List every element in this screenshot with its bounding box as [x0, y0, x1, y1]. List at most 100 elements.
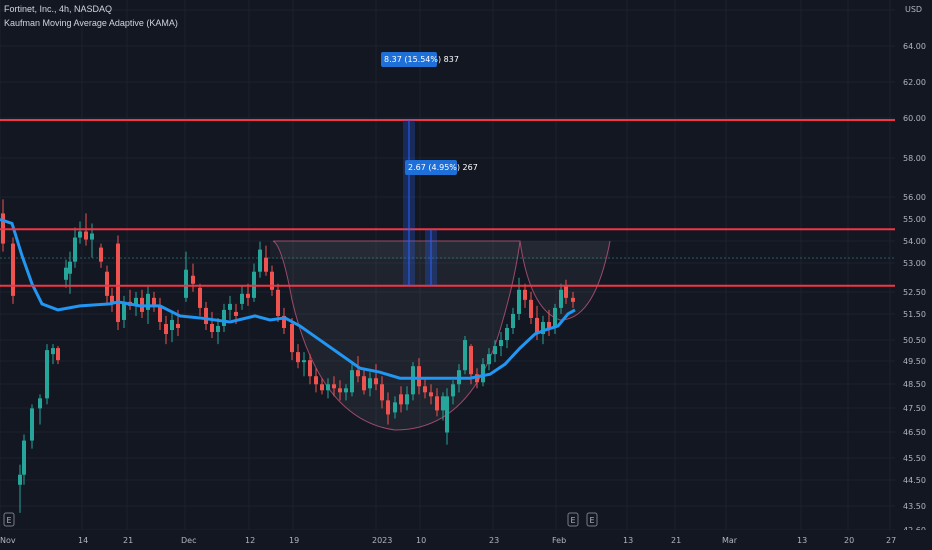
price-tick-label: 48.50	[903, 380, 926, 389]
date-tick-label: 13	[797, 536, 807, 545]
candle-body	[314, 376, 318, 385]
date-tick-label: 20	[844, 536, 854, 545]
handle-arc	[519, 240, 611, 321]
candle-body	[374, 378, 378, 385]
candle-body	[541, 321, 545, 335]
candle-body	[45, 350, 49, 399]
candle-body	[258, 249, 262, 272]
candle-body	[282, 315, 286, 328]
candle-body	[411, 366, 415, 395]
candle-body	[553, 307, 557, 328]
candle-body	[99, 247, 103, 262]
earnings-icon	[586, 512, 598, 527]
date-tick-label: 2023	[372, 536, 392, 545]
candle-body	[417, 366, 421, 387]
candle-body	[368, 378, 372, 389]
handle-zone	[270, 241, 610, 259]
candle-body	[559, 289, 563, 308]
price-tick-label: 56.00	[903, 193, 926, 202]
candle-body	[441, 396, 445, 411]
candle-body	[64, 267, 68, 280]
candle-body	[380, 384, 384, 401]
candle-body	[564, 285, 568, 298]
measure-label-1: 8.37 (15.54%) 837	[384, 55, 459, 64]
candle-body	[356, 370, 360, 377]
price-tick-label: 45.50	[903, 454, 926, 463]
candle-body	[152, 297, 156, 306]
candle-body	[487, 354, 491, 365]
candle-body	[18, 474, 22, 485]
price-tick-label: 46.50	[903, 428, 926, 437]
date-tick-label: 21	[123, 536, 133, 545]
price-tick-label: 44.50	[903, 476, 926, 485]
candle-body	[73, 237, 77, 262]
candle-body	[571, 297, 575, 302]
candle-body	[469, 346, 473, 375]
candle-body	[429, 392, 433, 397]
candle-body	[435, 396, 439, 411]
price-tick-label: 54.00	[903, 237, 926, 246]
cup-arc	[272, 240, 521, 431]
date-tick-label: 23	[489, 536, 499, 545]
candle-body	[116, 243, 120, 322]
price-tick-label: 53.00	[903, 259, 926, 268]
price-tick-label: 62.00	[903, 78, 926, 87]
candle-body	[386, 400, 390, 415]
candle-body	[350, 370, 354, 393]
candle-body	[176, 323, 180, 328]
candle-body	[68, 261, 72, 274]
candle-body	[51, 348, 55, 355]
price-tick-label: 52.50	[903, 288, 926, 297]
candle-body	[84, 231, 88, 240]
price-tick-label: 55.00	[903, 215, 926, 224]
date-tick-label: Mar	[722, 536, 738, 545]
date-tick-label: 14	[78, 536, 88, 545]
price-tick-label: 49.50	[903, 357, 926, 366]
candle-body	[445, 396, 449, 433]
candle-body	[158, 305, 162, 322]
candle-body	[290, 323, 294, 353]
candle-body	[320, 384, 324, 391]
price-tick-label: 60.00	[903, 114, 926, 123]
candle-body	[493, 346, 497, 355]
price-tick-label: 43.50	[903, 502, 926, 511]
symbol-title: Fortinet, Inc., 4h, NASDAQ	[4, 4, 113, 14]
candle-body	[405, 394, 409, 405]
candle-body	[184, 269, 188, 298]
candle-body	[164, 323, 168, 335]
candle-body	[499, 340, 503, 347]
date-tick-label: 19	[289, 536, 299, 545]
candle-body	[451, 384, 455, 397]
candle-body	[170, 319, 174, 331]
date-tick-label: 12	[245, 536, 255, 545]
candle-body	[399, 394, 403, 405]
svg-text:E: E	[7, 516, 12, 525]
price-tick-label: 58.00	[903, 154, 926, 163]
candle-body	[146, 293, 150, 310]
candle-body	[511, 313, 515, 328]
candle-body	[393, 402, 397, 413]
candle-body	[264, 257, 268, 272]
time-axis: Nov 14 21 Dec 12 19 2023 10 23 Feb 13 21 Mar 13 20 27 E E…	[0, 512, 932, 550]
price-tick-label: 50.50	[903, 336, 926, 345]
candle-body	[38, 398, 42, 409]
price-axis: USD 64.00 62.00 60.00 58.00 56.00 55.00 54.00 53…	[895, 0, 932, 535]
candle-body	[234, 311, 238, 316]
candle-body	[481, 364, 485, 383]
candle-body	[517, 289, 521, 314]
candle-body	[547, 321, 551, 328]
candle-body	[523, 289, 527, 300]
candle-body	[222, 309, 226, 326]
candle-body	[276, 289, 280, 316]
measure-label-2-box	[405, 160, 457, 175]
date-tick-label: Feb	[552, 536, 566, 545]
measure-label-1-box	[381, 52, 437, 67]
candle-body	[362, 376, 366, 391]
candle-body	[535, 317, 539, 335]
candle-body	[11, 243, 15, 296]
bolt-icon	[3, 512, 15, 527]
date-tick-label: 10	[416, 536, 426, 545]
candle-body	[308, 360, 312, 377]
candle-body	[332, 384, 336, 389]
